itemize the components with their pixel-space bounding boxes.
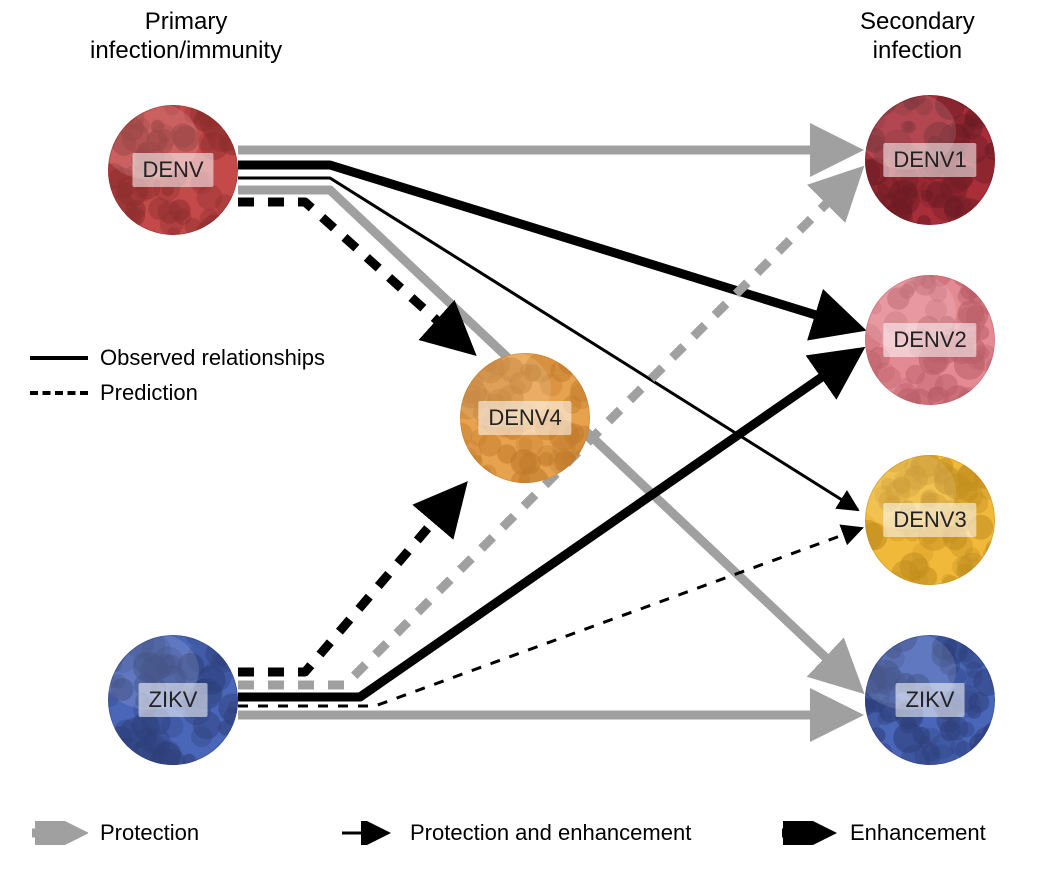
legend-both-label: Protection and enhancement <box>410 820 691 846</box>
virus-DENV2: DENV2 <box>865 275 995 405</box>
virus-ZIKV-label: ZIKV <box>139 683 208 717</box>
legend-observed: Observed relationships <box>30 345 325 371</box>
virus-DENV4-label: DENV4 <box>478 401 571 435</box>
legend-protection: Protection <box>30 820 199 846</box>
legend-observed-line <box>30 356 88 360</box>
legend-both-icon <box>340 821 398 845</box>
legend-prediction-line <box>30 391 88 395</box>
legend-enhancement-label: Enhancement <box>850 820 986 846</box>
virus-ZIKV: ZIKV <box>108 635 238 765</box>
heading-secondary: Secondary infection <box>860 8 975 66</box>
virus-DENV3-label: DENV3 <box>883 503 976 537</box>
virus-ZIKV2-label: ZIKV <box>896 683 965 717</box>
virus-DENV: DENV <box>108 105 238 235</box>
legend-protection-icon <box>30 821 88 845</box>
legend-observed-label: Observed relationships <box>100 345 325 371</box>
virus-DENV4: DENV4 <box>460 353 590 483</box>
legend-prediction-label: Prediction <box>100 380 198 406</box>
legend-enhancement: Enhancement <box>780 820 986 846</box>
virus-DENV1-label: DENV1 <box>883 143 976 177</box>
virus-DENV-label: DENV <box>132 153 213 187</box>
legend-protection-label: Protection <box>100 820 199 846</box>
edge-ZIKV-DENV4 <box>238 488 462 672</box>
edge-DENV-DENV2 <box>238 165 858 328</box>
virus-ZIKV2: ZIKV <box>865 635 995 765</box>
legend-enhancement-icon <box>780 821 838 845</box>
virus-DENV2-label: DENV2 <box>883 323 976 357</box>
virus-DENV1: DENV1 <box>865 95 995 225</box>
edge-DENV-DENV4 <box>238 202 470 350</box>
edge-ZIKV-DENV3 <box>238 528 862 706</box>
legend-both: Protection and enhancement <box>340 820 691 846</box>
virus-DENV3: DENV3 <box>865 455 995 585</box>
heading-primary: Primary infection/immunity <box>90 8 282 66</box>
legend-prediction: Prediction <box>30 380 198 406</box>
diagram-stage: Primary infection/immunity Secondary inf… <box>0 0 1050 878</box>
